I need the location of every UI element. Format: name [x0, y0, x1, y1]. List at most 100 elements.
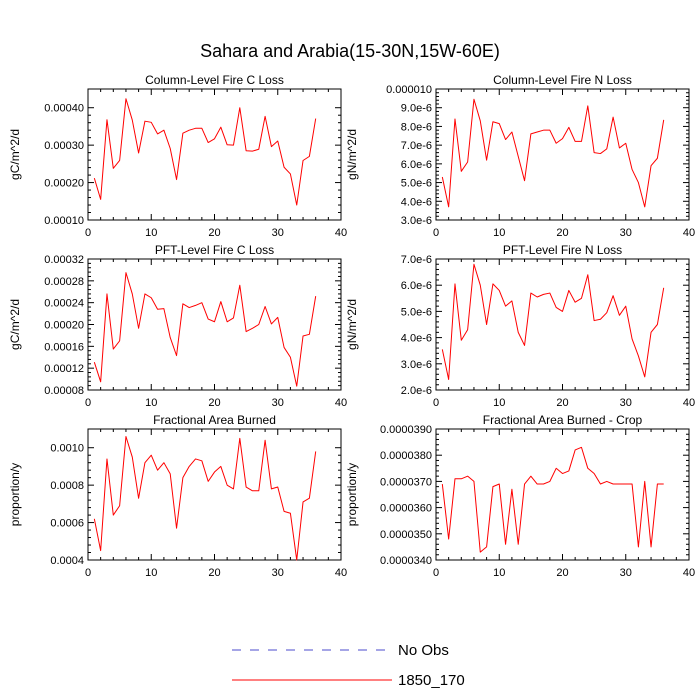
x-tick-label: 40 [683, 567, 695, 579]
x-tick-label: 40 [335, 397, 347, 409]
plot-frame [87, 258, 342, 391]
y-axis-label: gN/m^2/d [345, 129, 359, 180]
x-tick-label: 30 [272, 227, 284, 239]
y-tick-label: 0.00028 [44, 276, 84, 288]
x-tick-label: 10 [493, 567, 505, 579]
x-tick-label: 20 [208, 397, 220, 409]
y-tick-label: 7.0e-6 [401, 254, 432, 266]
y-tick-label: 6.0e-6 [401, 280, 432, 292]
x-tick-label: 0 [433, 397, 439, 409]
y-tick-label: 0.00020 [44, 320, 84, 332]
chart-panel-4: PFT-Level Fire N Loss gN/m^2/d 0 10 20 30 40 2.… [345, 243, 695, 409]
series-line-1850-170 [93, 98, 317, 206]
y-tick-label: 0.00032 [44, 254, 84, 266]
y-tick-label: 0.0000360 [380, 503, 432, 515]
chart-panel-1: Column-Level Fire C Loss gC/m^2/d 0 10 20 30 4… [8, 73, 347, 239]
x-tick-label: 30 [272, 567, 284, 579]
panel-title: Fractional Area Burned - Crop [483, 413, 643, 427]
y-tick-label: 6.0e-6 [401, 159, 432, 171]
y-tick-label: 4.0e-6 [401, 333, 432, 345]
x-tick-label: 10 [493, 227, 505, 239]
y-tick-label: 0.00012 [44, 363, 84, 375]
plot-frame [435, 428, 690, 561]
y-axis-label: gC/m^2/d [8, 299, 22, 350]
y-tick-label: 0.00020 [44, 178, 84, 190]
y-tick-label: 9.0e-6 [401, 103, 432, 115]
y-tick-label: 0.0008 [50, 480, 84, 492]
plot-frame [435, 88, 690, 221]
y-tick-label: 0.00008 [44, 385, 84, 397]
panel-title: PFT-Level Fire C Loss [155, 243, 274, 257]
series-line-1850-170 [441, 98, 665, 208]
panel-title: Fractional Area Burned [153, 413, 276, 427]
x-tick-label: 30 [620, 397, 632, 409]
y-tick-label: 3.0e-6 [401, 215, 432, 227]
x-tick-label: 30 [620, 567, 632, 579]
y-tick-label: 0.00010 [44, 215, 84, 227]
x-tick-label: 40 [683, 227, 695, 239]
panel-title: PFT-Level Fire N Loss [503, 243, 622, 257]
y-tick-label: 0.0000390 [380, 424, 432, 436]
x-tick-label: 10 [145, 397, 157, 409]
series-line-1850-170 [441, 446, 664, 553]
x-tick-label: 40 [683, 397, 695, 409]
x-tick-label: 0 [85, 397, 91, 409]
x-tick-label: 0 [85, 227, 91, 239]
panel-title: Column-Level Fire N Loss [493, 73, 632, 87]
x-tick-label: 10 [145, 227, 157, 239]
y-tick-label: 0.00040 [44, 103, 84, 115]
y-tick-label: 0.00024 [44, 298, 84, 310]
series-line-1850-170 [441, 263, 665, 381]
x-tick-label: 40 [335, 227, 347, 239]
x-tick-label: 30 [272, 397, 284, 409]
y-tick-label: 0.0006 [50, 518, 84, 530]
y-tick-label: 3.0e-6 [401, 359, 432, 371]
series-line-1850-170 [93, 272, 317, 387]
plot-frame [87, 88, 342, 221]
figure-title: Sahara and Arabia(15-30N,15W-60E) [200, 41, 500, 61]
panel-title: Column-Level Fire C Loss [145, 73, 284, 87]
x-tick-label: 20 [556, 397, 568, 409]
plot-frame [435, 258, 690, 391]
legend-1850-170-label: 1850_170 [398, 672, 465, 689]
x-tick-label: 20 [208, 227, 220, 239]
plot-frame [87, 428, 342, 561]
x-tick-label: 20 [556, 567, 568, 579]
x-tick-label: 20 [208, 567, 220, 579]
chart-panel-6: Fractional Area Burned - Crop proportion/… [345, 413, 695, 579]
y-tick-label: 0.000010 [386, 84, 432, 96]
y-tick-label: 5.0e-6 [401, 306, 432, 318]
series-line-1850-170 [93, 435, 317, 561]
x-tick-label: 30 [620, 227, 632, 239]
x-tick-label: 10 [145, 567, 157, 579]
chart-panel-3: PFT-Level Fire C Loss gC/m^2/d 0 10 20 30 40 0.… [8, 243, 347, 409]
legend: No Obs 1850_170 [232, 642, 465, 689]
y-tick-label: 0.0000340 [380, 555, 432, 567]
y-tick-label: 4.0e-6 [401, 196, 432, 208]
y-tick-label: 0.0000380 [380, 450, 432, 462]
y-axis-label: proportion/y [8, 463, 22, 526]
y-tick-label: 8.0e-6 [401, 121, 432, 133]
chart-panel-5: Fractional Area Burned proportion/y 0 10 20 3… [8, 413, 347, 579]
x-tick-label: 0 [433, 567, 439, 579]
x-tick-label: 40 [335, 567, 347, 579]
y-tick-label: 0.0010 [50, 443, 84, 455]
chart-panel-2: Column-Level Fire N Loss gN/m^2/d 0 10 20 30 4… [345, 73, 695, 239]
y-tick-label: 7.0e-6 [401, 140, 432, 152]
y-tick-label: 0.00016 [44, 341, 84, 353]
panel-grid: Column-Level Fire C Loss gC/m^2/d 0 10 20 30 4… [8, 73, 695, 579]
y-tick-label: 2.0e-6 [401, 385, 432, 397]
x-tick-label: 0 [433, 227, 439, 239]
y-tick-label: 0.0000350 [380, 529, 432, 541]
y-axis-label: gN/m^2/d [345, 299, 359, 350]
x-tick-label: 20 [556, 227, 568, 239]
y-tick-label: 0.00030 [44, 140, 84, 152]
y-axis-label: proportion/y [345, 463, 359, 526]
y-tick-label: 0.0000370 [380, 476, 432, 488]
y-tick-label: 0.0004 [50, 555, 84, 567]
y-axis-label: gC/m^2/d [8, 129, 22, 180]
x-tick-label: 10 [493, 397, 505, 409]
legend-no-obs-label: No Obs [398, 642, 449, 659]
x-tick-label: 0 [85, 567, 91, 579]
